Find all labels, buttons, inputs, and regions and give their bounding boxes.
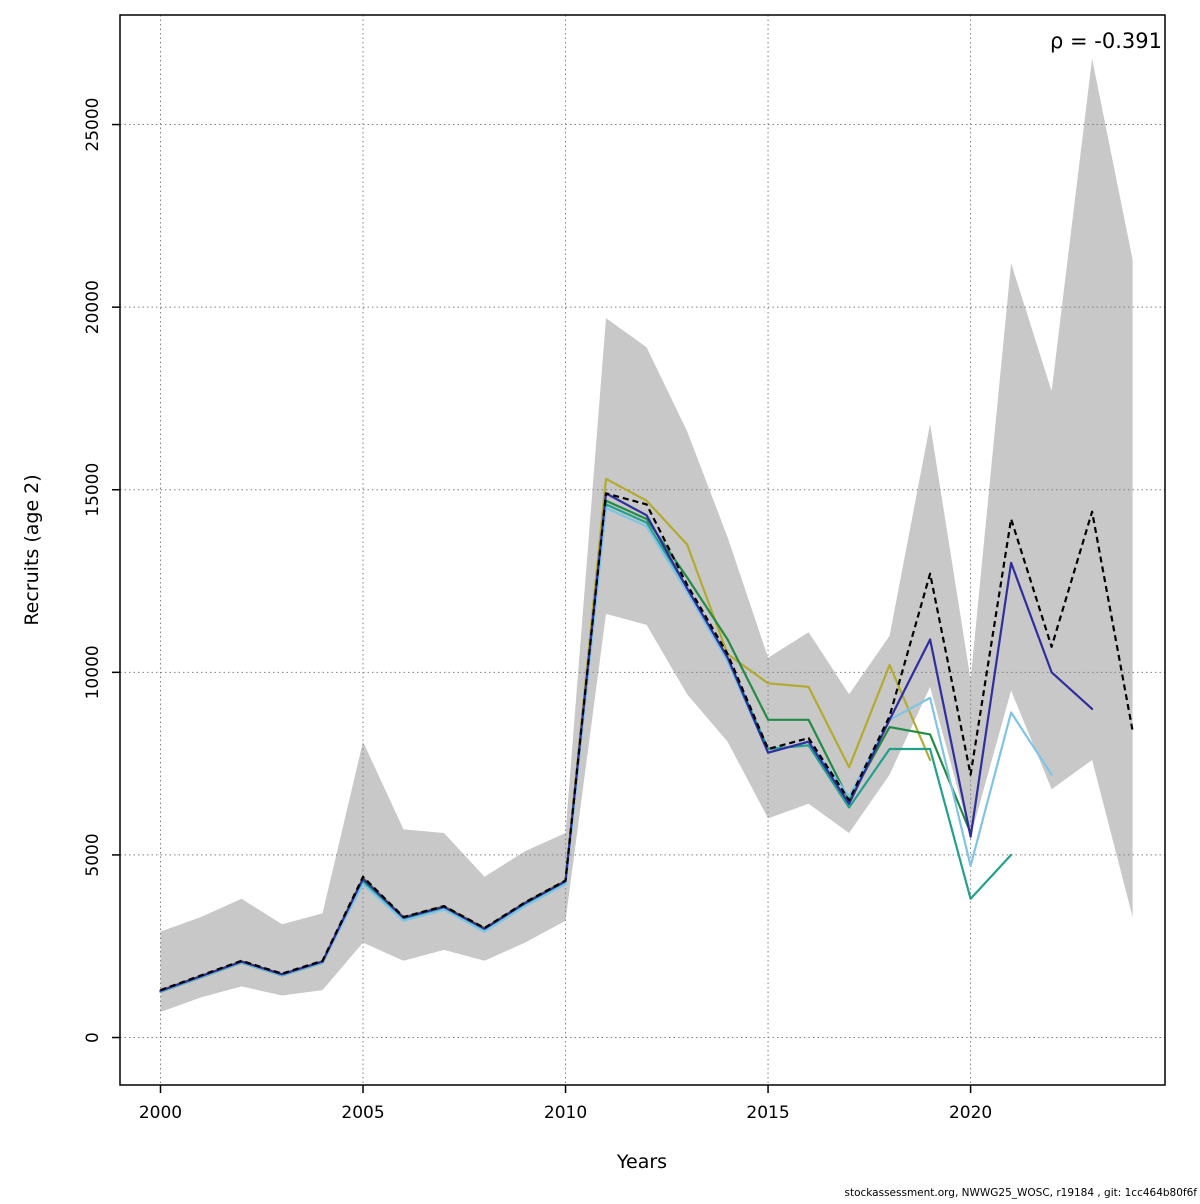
y-tick-label: 20000 xyxy=(83,280,103,334)
plot-area: 2000 2005 2010 2015 2020 0 5000 10000 15000 20000… xyxy=(83,14,1166,1123)
y-tick-label: 10000 xyxy=(83,645,103,699)
x-axis-label: Years xyxy=(616,1151,667,1173)
y-axis-label: Recruits (age 2) xyxy=(21,474,43,625)
x-tick-label: 2015 xyxy=(746,1103,789,1123)
x-tick-label: 2010 xyxy=(544,1103,587,1123)
confidence-band xyxy=(160,58,1133,1013)
y-tick-label: 5000 xyxy=(83,833,103,876)
footer-credit: stockassessment.org, NWWG25_WOSC, r19184… xyxy=(844,1187,1197,1199)
y-tick-label: 25000 xyxy=(83,98,103,152)
x-tick-label: 2020 xyxy=(949,1103,992,1123)
series-line-base-run xyxy=(160,492,1134,992)
x-tick-label: 2005 xyxy=(341,1103,384,1123)
x-tick-label: 2000 xyxy=(139,1103,182,1123)
plot-box xyxy=(119,14,1166,1086)
rho-annotation: ρ = -0.391 xyxy=(1050,29,1162,53)
y-tick-label: 15000 xyxy=(83,463,103,517)
y-tick-label: 0 xyxy=(83,1032,103,1043)
